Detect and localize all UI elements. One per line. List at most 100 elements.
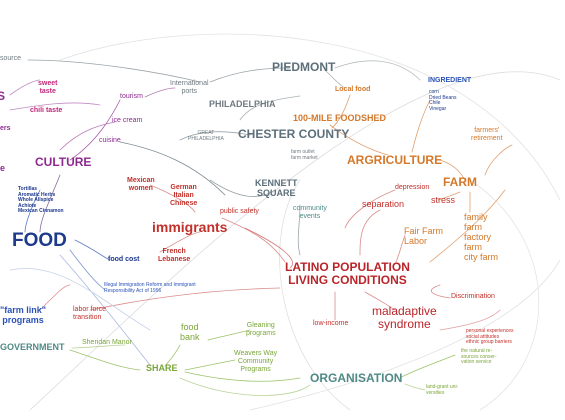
link-farm-link <box>39 284 71 311</box>
link-great-philadelphia <box>179 131 251 141</box>
cuisine-label: cuisine <box>99 137 121 144</box>
link-chester <box>239 95 301 121</box>
personal-experiences-label: personal experiences social attitudes ethn… <box>466 328 514 346</box>
community-events-label: community events <box>293 205 327 220</box>
link-kennett <box>209 179 276 197</box>
fair-farm-labor-label: Fair Farm Labor <box>404 226 443 247</box>
piedmont-label: PIEDMONT <box>272 60 336 74</box>
loop-outer-3 <box>249 259 561 411</box>
latino-living-conditions-label: LATINO POPULATION LIVING CONDITIONS <box>285 260 410 288</box>
link-food-act <box>69 249 106 291</box>
ers-fragment-label: ers <box>0 125 11 132</box>
public-safety-label: public safety <box>220 208 259 215</box>
farm-outlet-label: farm outlet farm market <box>291 149 318 161</box>
link-separation <box>359 209 381 256</box>
link-food-ingredients <box>24 189 41 233</box>
food-bank-label: food bank <box>180 322 200 343</box>
link-sheridan <box>71 344 126 349</box>
stress-label: stress <box>431 195 456 205</box>
share-label: SHARE <box>146 363 178 373</box>
organisation-label: ORGANISATION <box>310 371 403 385</box>
chili-taste-label: chili taste <box>30 107 63 114</box>
link-personal <box>439 309 501 331</box>
source-label: source <box>0 55 22 62</box>
link-natural-resources <box>399 354 456 379</box>
link-organisation <box>184 371 301 382</box>
link-piedmont-local <box>324 69 346 89</box>
food-label: FOOD <box>12 230 67 251</box>
food-ingredients-list: Tortillas Aromatic Herbs Whole Allspice Ach… <box>18 186 64 215</box>
natural-resources-label: the natural re-sources conser-vation ser… <box>461 348 497 366</box>
farm-label: FARM <box>443 175 477 189</box>
great-philadelphia-label: GREAT PHILADELPHIA <box>188 130 224 142</box>
link-tourism-ports <box>144 87 176 98</box>
link-source <box>27 59 201 83</box>
farmers-retirement-label: farmers' retirement <box>471 127 503 142</box>
e-fragment-label: e <box>0 163 6 173</box>
link-culture-food <box>39 174 61 233</box>
link-philadelphia <box>209 67 291 83</box>
link-land-grant <box>404 383 426 391</box>
s-fragment-label: S <box>0 89 6 103</box>
mexican-women-label: Mexican women <box>127 177 155 192</box>
link-farm-stress <box>437 191 461 201</box>
farm-link-programs-label: "farm link" programs <box>0 305 47 326</box>
link-food-share <box>59 254 151 366</box>
link-depression <box>344 189 396 229</box>
local-food-label: Local food <box>335 86 371 93</box>
land-grant-label: land-grant uni-versities <box>426 384 459 396</box>
link-fair-labor <box>395 234 406 263</box>
chester-county-label: CHESTER COUNTY <box>238 127 350 141</box>
link-culture-tourism <box>69 99 121 161</box>
loop-outer-5 <box>469 179 540 411</box>
ice-cream-label: ice cream <box>112 117 143 124</box>
link-discrimination <box>430 284 451 299</box>
link-gleaning <box>207 329 251 341</box>
tourism-label: tourism <box>120 93 143 100</box>
foodshed-label: 100-MILE FOODSHED <box>293 113 387 123</box>
depression-label: depression <box>395 184 430 191</box>
maladaptive-syndrome-label: maladaptive syndrome <box>372 304 437 332</box>
link-food-cost <box>74 239 111 261</box>
food-cost-label: food cost <box>108 256 140 263</box>
loop-outer <box>29 71 561 411</box>
immigrants-label: immigrants <box>152 219 228 235</box>
link-agri-farm <box>439 159 466 181</box>
link-foodshed-agri <box>329 124 389 156</box>
link-chili <box>9 102 101 111</box>
german-italian-chinese-label: German Italian Chinese <box>170 184 198 207</box>
immigration-act-label: Illegal Immigration Reform and Immigrant… <box>104 282 196 294</box>
loop-outer-4 <box>279 179 351 411</box>
culture-label: CULTURE <box>35 155 92 169</box>
link-weavers <box>184 359 236 371</box>
labor-force-transition-label: labor force transition <box>73 306 107 321</box>
link-mexican-women <box>149 184 196 213</box>
weavers-way-label: Weavers Way Community Programs <box>234 350 278 373</box>
link-local-food <box>331 94 351 129</box>
link-piedmont-ingredient <box>334 60 421 81</box>
sweet-taste-label: sweet taste <box>38 80 58 95</box>
sheridan-manor-label: Sheridan Manor <box>82 339 132 346</box>
link-share-organisation <box>179 377 311 396</box>
link-ingredient-agri <box>411 99 431 153</box>
link-government-share <box>69 349 141 371</box>
link-french <box>159 231 201 253</box>
link-maladaptive <box>364 291 396 311</box>
link-labor-force <box>89 287 281 311</box>
separation-label: separation <box>362 199 405 209</box>
link-public-safety <box>221 217 286 263</box>
french-lebanese-label: French Lebanese <box>158 248 191 263</box>
link-food-loop <box>9 268 151 331</box>
link-culture-sweet <box>9 79 41 96</box>
government-label: GOVERNMENT <box>0 342 65 352</box>
link-cuisine <box>119 141 226 196</box>
ingredient-list: corn Dried Beans Chile Vinegar <box>429 89 457 112</box>
farm-types-label: family farm factory farm city farm <box>464 212 499 263</box>
loop-outer-2 <box>59 33 561 201</box>
low-income-label: low-income <box>313 320 349 327</box>
philadelphia-label: PHILADELPHIA <box>209 99 276 109</box>
link-latino-farm <box>429 189 506 263</box>
discrimination-label: Discrimination <box>451 293 495 300</box>
